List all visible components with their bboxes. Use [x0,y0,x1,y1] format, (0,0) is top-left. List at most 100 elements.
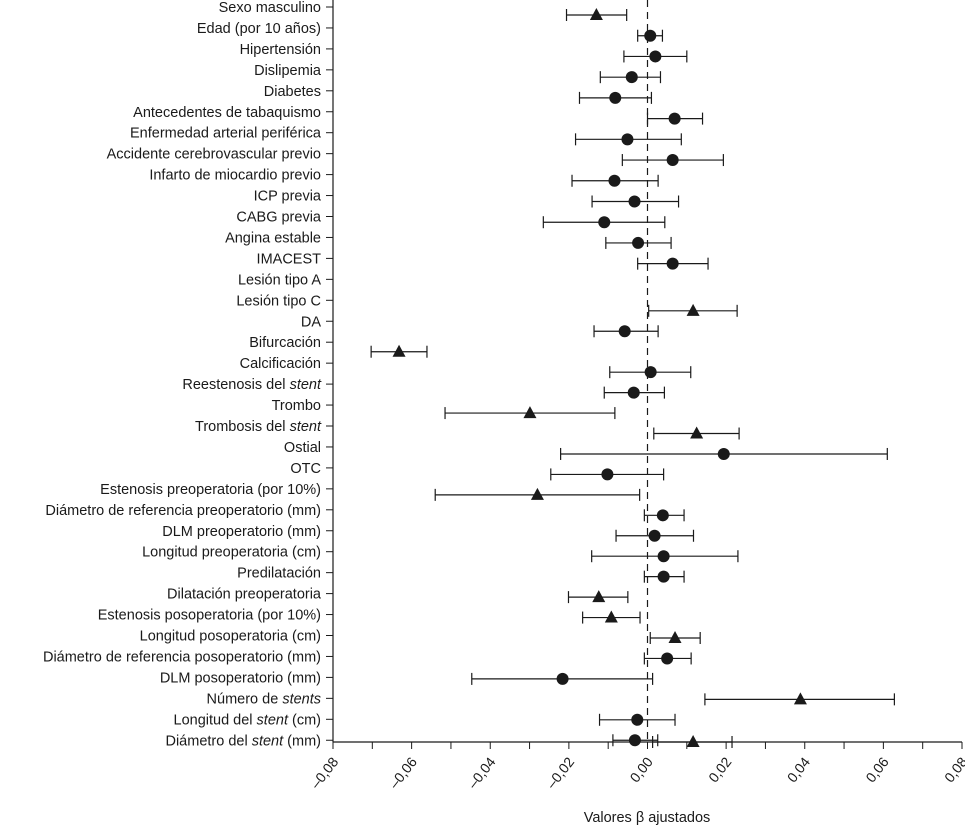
estimate-circle [648,529,661,542]
forest-row: Dilatación preoperatoria [167,587,629,604]
x-tick-label: 0,02 [705,754,735,785]
forest-row: Antecedentes de tabaquismo [133,105,704,125]
estimate-circle [625,71,638,84]
estimate-circle [656,509,669,522]
row-label: Longitud posoperatoria (cm) [140,629,321,645]
row-label: IMACEST [257,251,322,267]
estimate-circle [666,257,679,270]
forest-row: Bifurcación [249,335,428,358]
x-tick-label: –0,08 [307,754,341,792]
forest-row: Hipertensión [240,42,688,63]
row-label: Longitud del stent (cm) [174,712,322,728]
forest-row: Número de stents [207,691,895,707]
forest-row: IMACEST [257,251,709,270]
estimate-triangle [686,735,700,747]
row-label: Bifurcación [249,335,321,351]
forest-row: DA [301,314,659,338]
estimate-circle [668,112,681,125]
forest-row: Infarto de miocardio previo [149,168,659,187]
forest-row: Sexo masculino [219,0,628,21]
forest-row: Trombosis del stent [195,419,740,440]
estimate-circle [632,236,645,249]
x-tick-label: –0,04 [464,754,498,792]
forest-row: Lesión tipo A [238,272,333,288]
forest-row: Diámetro del stent (mm) [165,733,659,749]
row-label: Trombo [272,398,321,414]
row-label: DLM posoperatorio (mm) [160,670,321,686]
forest-row: Reestenosis del stent [182,377,666,399]
estimate-triangle [690,426,704,439]
estimate-circle [628,734,641,747]
forest-row: Edad (por 10 años) [197,21,664,42]
estimate-triangle [530,487,544,500]
estimate-circle [717,447,730,460]
rows-layer: Sexo masculino Edad (por 10 años) Hiperten… [43,0,895,749]
x-axis-title: Valores β ajustados [584,810,711,826]
row-label: Predilatación [237,566,321,582]
estimate-triangle [604,610,618,623]
estimate-circle [609,91,622,104]
x-tick-label: –0,06 [386,754,420,792]
x-tick-label: 0,06 [862,754,892,785]
row-label: Sexo masculino [219,0,321,16]
forest-row: ICP previa [254,189,680,208]
x-tick-label: –0,02 [543,754,577,792]
row-label: Angina estable [225,230,321,246]
forest-row: Longitud preoperatoria (cm) [142,545,739,563]
x-tick-label: 0,04 [784,754,814,785]
row-label: DLM preoperatorio (mm) [162,524,321,540]
forest-row: Longitud posoperatoria (cm) [140,629,701,645]
estimate-circle [666,154,679,167]
forest-row: Diabetes [264,84,653,104]
estimate-circle [556,672,569,685]
row-label: Dilatación preoperatoria [167,587,322,603]
estimate-triangle [392,344,406,357]
forest-row: Trombo [272,398,616,420]
forest-row: Lesión tipo C [236,293,738,317]
estimate-circle [621,133,634,146]
row-label: Accidente cerebrovascular previo [107,147,321,163]
row-label: Ostial [284,440,321,456]
estimate-circle [598,216,611,229]
forest-row: Calcificación [240,356,692,379]
forest-row: Enfermedad arterial periférica [130,126,682,146]
estimate-circle [657,550,670,563]
estimate-circle [644,29,657,42]
estimate-circle [627,386,640,399]
row-label: OTC [290,461,321,477]
row-label: Estenosis preoperatoria (por 10%) [100,482,321,498]
estimate-triangle [686,303,700,316]
forest-row: Estenosis posoperatoria (por 10%) [98,608,641,624]
forest-row: DLM preoperatorio (mm) [162,524,695,542]
row-label: ICP previa [254,189,322,205]
row-label: Edad (por 10 años) [197,21,321,37]
row-label: Longitud preoperatoria (cm) [142,545,321,561]
estimate-circle [628,195,641,208]
forest-row: Predilatación [237,566,685,583]
forest-row: Diámetro de referencia posoperatorio (mm… [43,649,692,665]
estimate-circle [644,366,657,379]
row-label: Calcificación [240,356,321,372]
forest-row: Dislipemia [254,63,662,84]
estimate-triangle [589,8,603,20]
row-label: Trombosis del stent [195,419,322,435]
forest-row: Estenosis preoperatoria (por 10%) [100,482,641,501]
forest-row: Accidente cerebrovascular previo [107,147,724,167]
forest-row: DLM posoperatorio (mm) [160,670,654,686]
estimate-triangle [592,590,606,603]
estimate-circle [631,713,644,726]
forest-row: OTC [290,461,665,481]
forest-row: Diámetro de referencia preoperatorio (mm… [45,503,685,522]
row-label: Dislipemia [254,63,322,79]
estimate-circle [657,570,670,583]
row-label: Enfermedad arterial periférica [130,126,322,142]
forest-row: Ostial [284,440,888,460]
row-label: Lesión tipo A [238,272,321,288]
row-label: Diámetro del stent (mm) [165,733,321,749]
row-label: DA [301,314,321,330]
row-label: Número de stents [207,691,321,707]
forest-row: CABG previa [236,210,666,229]
estimate-circle [608,174,621,187]
row-label: Infarto de miocardio previo [149,168,321,184]
